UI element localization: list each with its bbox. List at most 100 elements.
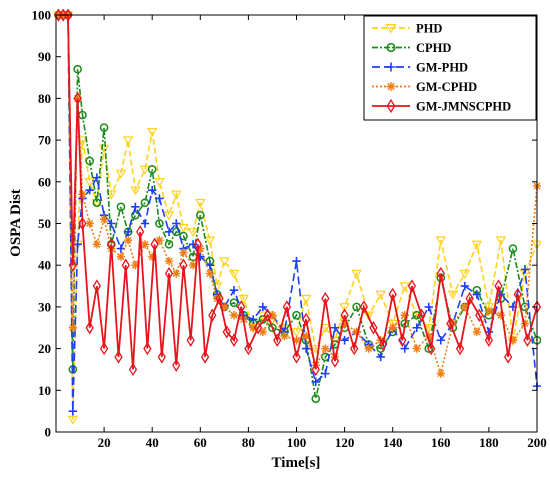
- legend-label: CPHD: [416, 41, 451, 55]
- data-point: [311, 377, 320, 387]
- data-point: [186, 333, 195, 347]
- data-point: [460, 281, 470, 291]
- x-tick-label: 160: [431, 435, 451, 450]
- data-point: [139, 165, 151, 175]
- data-point: [92, 198, 102, 207]
- data-point: [195, 210, 205, 220]
- y-tick-label: 60: [38, 174, 51, 189]
- data-point: [123, 235, 133, 245]
- data-point: [388, 287, 397, 302]
- data-point: [164, 266, 174, 281]
- data-point: [291, 328, 302, 338]
- x-tick-label: 100: [287, 435, 307, 450]
- data-point: [399, 282, 410, 292]
- data-point: [140, 240, 150, 249]
- data-point: [301, 344, 311, 353]
- data-point: [292, 350, 301, 364]
- legend-label: GM-CPHD: [416, 80, 477, 94]
- data-point: [249, 323, 258, 332]
- y-tick-label: 40: [38, 258, 51, 273]
- data-point: [465, 291, 474, 306]
- data-point: [67, 415, 79, 425]
- data-point: [364, 344, 373, 353]
- data-point: [340, 336, 349, 345]
- data-point: [140, 219, 150, 228]
- data-point: [85, 156, 94, 166]
- data-point: [455, 341, 465, 356]
- data-point: [484, 333, 494, 347]
- data-point: [146, 128, 158, 138]
- data-point: [446, 316, 455, 331]
- data-point: [215, 291, 224, 306]
- data-point: [258, 327, 268, 337]
- x-tick-label: 140: [383, 435, 403, 450]
- data-point: [99, 123, 109, 132]
- data-point: [143, 341, 152, 356]
- data-point: [131, 202, 140, 212]
- data-point: [107, 219, 116, 228]
- data-point: [496, 290, 506, 299]
- data-point: [253, 321, 263, 335]
- data-point: [220, 302, 229, 312]
- data-point: [387, 319, 398, 329]
- data-point: [140, 198, 150, 207]
- data-point: [188, 240, 198, 249]
- data-point: [311, 362, 320, 377]
- legend-marker: [386, 62, 396, 72]
- series-gm-jmnscphd: [54, 9, 541, 377]
- data-point: [301, 331, 311, 341]
- data-point: [300, 294, 312, 304]
- data-point: [520, 265, 530, 274]
- data-point: [219, 257, 230, 267]
- data-point: [148, 185, 157, 195]
- data-point: [68, 323, 78, 332]
- data-point: [496, 311, 506, 320]
- y-tick-label: 20: [38, 341, 51, 356]
- data-point: [280, 331, 289, 341]
- data-point: [130, 186, 141, 196]
- data-point: [352, 327, 361, 337]
- y-tick-label: 30: [38, 299, 51, 314]
- data-point: [268, 311, 277, 320]
- data-point: [400, 344, 409, 353]
- legend-marker: [385, 24, 397, 34]
- legend: PHD CPHD GM-PHD GM-CPHD GM-JMNSCPHD: [363, 15, 537, 121]
- data-point: [131, 210, 140, 220]
- data-point: [68, 258, 77, 272]
- data-point: [164, 240, 174, 249]
- data-point: [136, 225, 145, 239]
- data-point: [179, 231, 188, 241]
- data-point: [148, 252, 157, 262]
- data-point: [200, 350, 210, 364]
- y-tick-label: 50: [38, 216, 51, 231]
- data-point: [407, 279, 417, 293]
- data-point: [121, 258, 130, 272]
- data-point: [154, 178, 165, 188]
- data-point: [436, 266, 445, 281]
- data-point: [268, 323, 277, 333]
- data-point: [258, 302, 268, 312]
- x-tick-label: 40: [146, 435, 159, 450]
- x-tick-label: 180: [479, 435, 499, 450]
- data-point: [107, 237, 116, 252]
- x-tick-label: 80: [242, 435, 255, 450]
- data-point: [321, 344, 330, 353]
- series-gm-cphd: [54, 10, 541, 378]
- data-point: [504, 350, 513, 364]
- data-point: [424, 344, 434, 353]
- data-point: [292, 310, 301, 320]
- data-point: [263, 308, 272, 322]
- data-point: [448, 319, 458, 328]
- data-point: [179, 258, 188, 272]
- y-tick-label: 80: [38, 91, 51, 106]
- data-point: [520, 319, 530, 328]
- data-point: [63, 9, 73, 22]
- data-point: [513, 287, 522, 302]
- legend-item: CPHD: [372, 41, 451, 55]
- data-point: [164, 227, 174, 237]
- data-point: [92, 240, 102, 249]
- data-point: [229, 333, 239, 347]
- data-point: [376, 352, 385, 362]
- data-point: [150, 237, 159, 252]
- data-point: [369, 321, 378, 335]
